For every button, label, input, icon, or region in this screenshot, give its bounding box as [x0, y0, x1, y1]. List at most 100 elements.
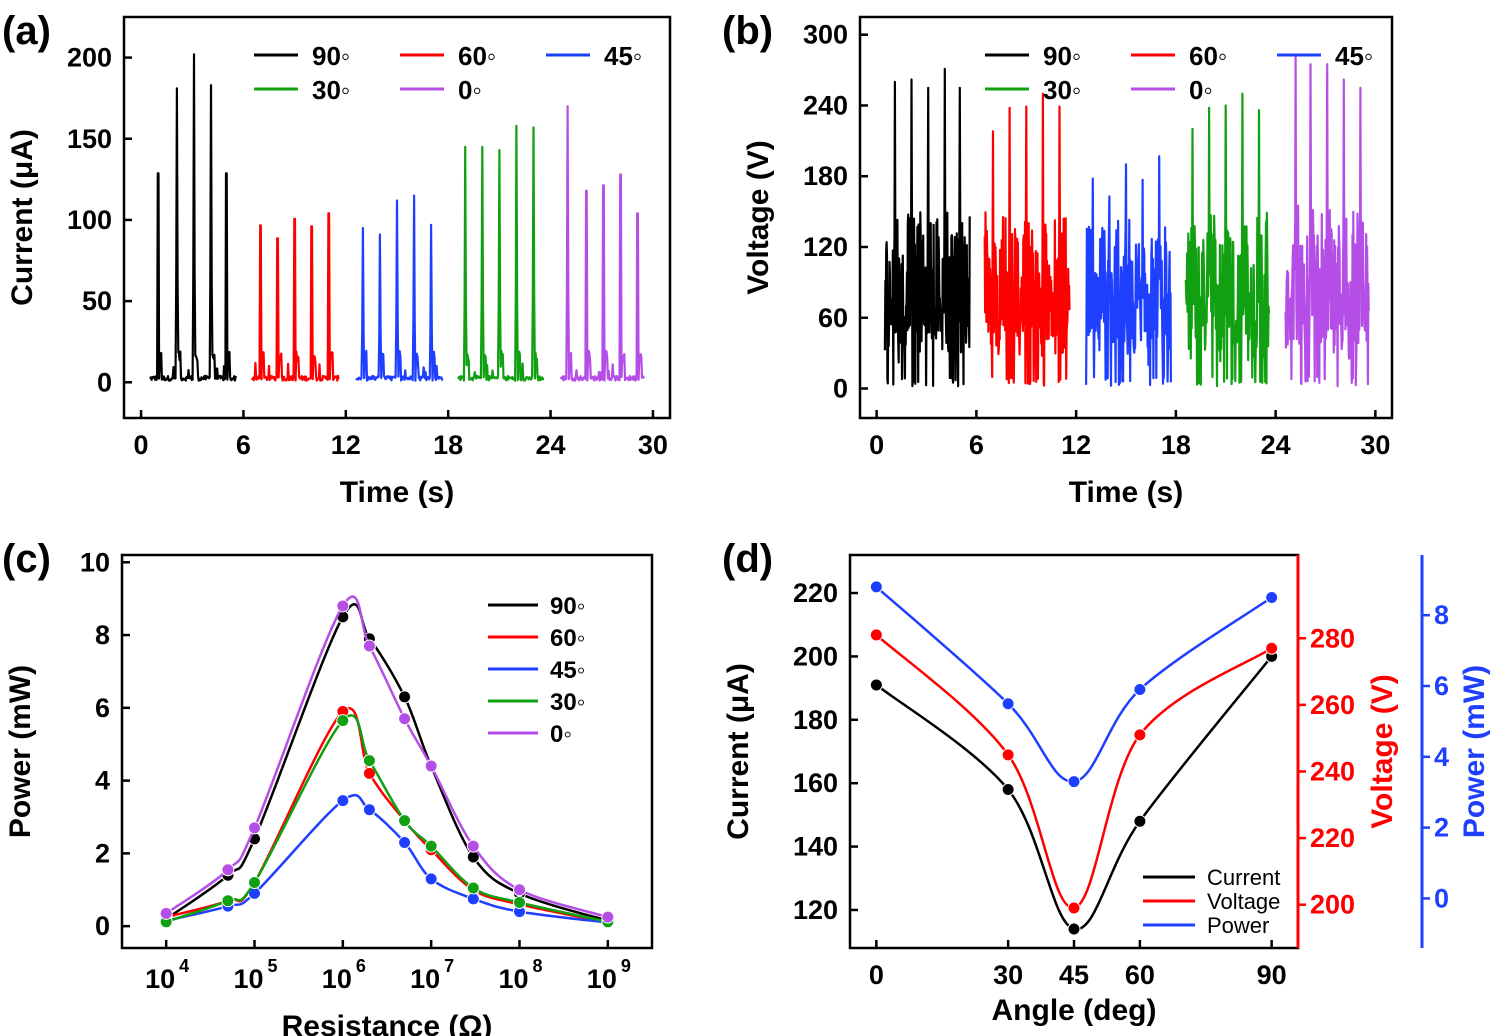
panel-d-series-power-point [1067, 775, 1081, 789]
panel-a-x-tick-label: 24 [536, 430, 566, 460]
panel-c-series-0-point [466, 839, 480, 853]
panel-a-x-tick-label: 30 [638, 430, 668, 460]
panel-c-series-0-point [248, 821, 261, 835]
panel-a-x-tick-label: 0 [134, 430, 149, 460]
panel-c-series-0-point [159, 906, 173, 920]
panel-b-y-axis-title: Voltage (V) [742, 140, 775, 294]
panel-d-series-power-point [869, 580, 883, 594]
panel-c-x-tick-label: 10 [322, 964, 352, 994]
panel-a-y-tick-label: 200 [67, 43, 112, 73]
panel-d-series-voltage-point [1001, 748, 1015, 762]
panel-d-series-current-point [1133, 814, 1147, 828]
panel-a-y-axis-title: Current (μA) [6, 129, 39, 306]
panel-d-power-y-tick-label: 6 [1434, 671, 1449, 701]
panel-c-x-tick-exponent: 7 [444, 956, 454, 976]
panel-d-voltage-axis-title: Voltage (V) [1366, 674, 1399, 828]
panel-c-plot-frame [120, 553, 654, 950]
panel-d-voltage-y-tick-label: 220 [1310, 823, 1355, 853]
panel-c-x-tick-label: 10 [587, 964, 617, 994]
panel-c-label: (c) [2, 537, 51, 581]
panel-a-x-tick-label: 12 [331, 430, 361, 460]
panel-d-voltage-y-tick-label: 240 [1310, 756, 1355, 786]
panel-a-y-tick-label: 150 [67, 124, 112, 154]
panel-c-series-30-point [466, 881, 480, 895]
panel-c-series-30-curve [165, 714, 609, 924]
panel-c-x-tick-exponent: 8 [532, 956, 542, 976]
panel-d-label: (d) [722, 537, 773, 581]
panel-d-series-voltage-point [869, 628, 883, 642]
panel-a-series-45-line [355, 194, 444, 382]
panel-b-legend-label-60: 60◦ [1189, 41, 1227, 71]
panel-d-series-voltage-point [1067, 901, 1081, 915]
panel-b-x-tick-label: 6 [969, 430, 984, 460]
panel-c-y-axis-title: Power (mW) [4, 665, 37, 838]
panel-c-series-0-point [362, 639, 376, 653]
panel-c-series-30-point [513, 896, 526, 910]
panel-c-x-tick-label: 10 [498, 964, 528, 994]
panel-a-label: (a) [2, 9, 51, 53]
panel-d-left-y-tick-label: 220 [793, 578, 838, 608]
panel-c-series-60-curve [165, 707, 609, 924]
panel-b-legend-label-30: 30◦ [1043, 75, 1081, 105]
panel-c-series-45-point [336, 794, 350, 808]
panel-c-series-30-point [336, 714, 350, 728]
panel-b-y-tick-label: 240 [803, 90, 848, 120]
panel-d-left-axis-title: Current (μA) [722, 663, 755, 840]
panel-d-left-y-tick-label: 120 [793, 895, 838, 925]
panel-b-series-90-line [883, 67, 971, 388]
panel-b-series-0-line [1284, 54, 1370, 388]
panel-b-x-tick-label: 30 [1360, 430, 1390, 460]
panel-c-x-tick-label: 10 [410, 964, 440, 994]
panel-c-series-45-point [424, 872, 438, 886]
panel-c-x-axis-title: Resistance (Ω) [282, 1010, 493, 1036]
panel-d-series-current-point [1067, 922, 1081, 936]
panel-d-x-tick-label: 45 [1059, 960, 1089, 990]
panel-c-x-tick-exponent: 6 [356, 956, 366, 976]
panel-b-y-tick-label: 300 [803, 20, 848, 50]
panel-b-y-tick-label: 180 [803, 161, 848, 191]
panel-c-x-tick-exponent: 5 [267, 956, 277, 976]
panel-b-legend-label-0: 0◦ [1189, 75, 1213, 105]
panel-c-series-0-point [513, 883, 526, 897]
panel-b-y-tick-label: 120 [803, 232, 848, 262]
panel-d-legend-label-voltage: Voltage [1207, 889, 1280, 914]
panel-c-y-tick-label: 8 [95, 620, 110, 650]
panel-d-x-tick-label: 90 [1257, 960, 1287, 990]
panel-c-series-90-point [398, 690, 412, 704]
panel-a-legend-label-60: 60◦ [458, 41, 496, 71]
panel-a-legend-label-45: 45◦ [604, 41, 642, 71]
panel-a-series-30-line [457, 124, 545, 382]
panel-a-x-tick-label: 6 [236, 430, 251, 460]
panel-d-left-y-tick-label: 140 [793, 832, 838, 862]
panel-c-series-45-point [398, 835, 412, 849]
panel-d-power-y-tick-label: 8 [1434, 600, 1449, 630]
panel-d-series-current-point [869, 678, 883, 692]
panel-c-series-30-point [221, 894, 235, 908]
panel-d-legend-label-power: Power [1207, 913, 1269, 938]
panel-a-plot-frame [122, 15, 672, 420]
panel-c-x-tick-label: 10 [145, 964, 175, 994]
panel-a-legend-label-30: 30◦ [312, 75, 350, 105]
panel-c-power-vs-resistance: (c) 10 4 10 5 10 6 10 7 10 8 10 90246810Resistance … [2, 537, 654, 1036]
panel-d-legend-label-current: Current [1207, 865, 1280, 890]
panel-b-x-tick-label: 0 [869, 430, 884, 460]
panel-d-x-tick-label: 60 [1125, 960, 1155, 990]
panel-b-x-tick-label: 18 [1161, 430, 1191, 460]
panel-a-series-90-line [149, 53, 238, 382]
panel-b-x-tick-label: 24 [1261, 430, 1291, 460]
panel-c-y-tick-label: 6 [95, 693, 110, 723]
panel-c-series-30-point [248, 876, 261, 889]
panel-d-series-power-point [1001, 697, 1015, 711]
panel-b-plot-frame [858, 15, 1394, 420]
panel-c-series-0-point [336, 599, 350, 613]
panel-c-x-tick-exponent: 9 [621, 956, 631, 976]
panel-b-series-45-line [1085, 155, 1172, 387]
panel-c-series-45-point [362, 803, 376, 817]
panel-c-series-0-point [424, 759, 438, 773]
panel-d-left-y-tick-label: 160 [793, 768, 838, 798]
panel-d-left-y-tick-label: 200 [793, 641, 838, 671]
panel-b-label: (b) [722, 9, 773, 53]
